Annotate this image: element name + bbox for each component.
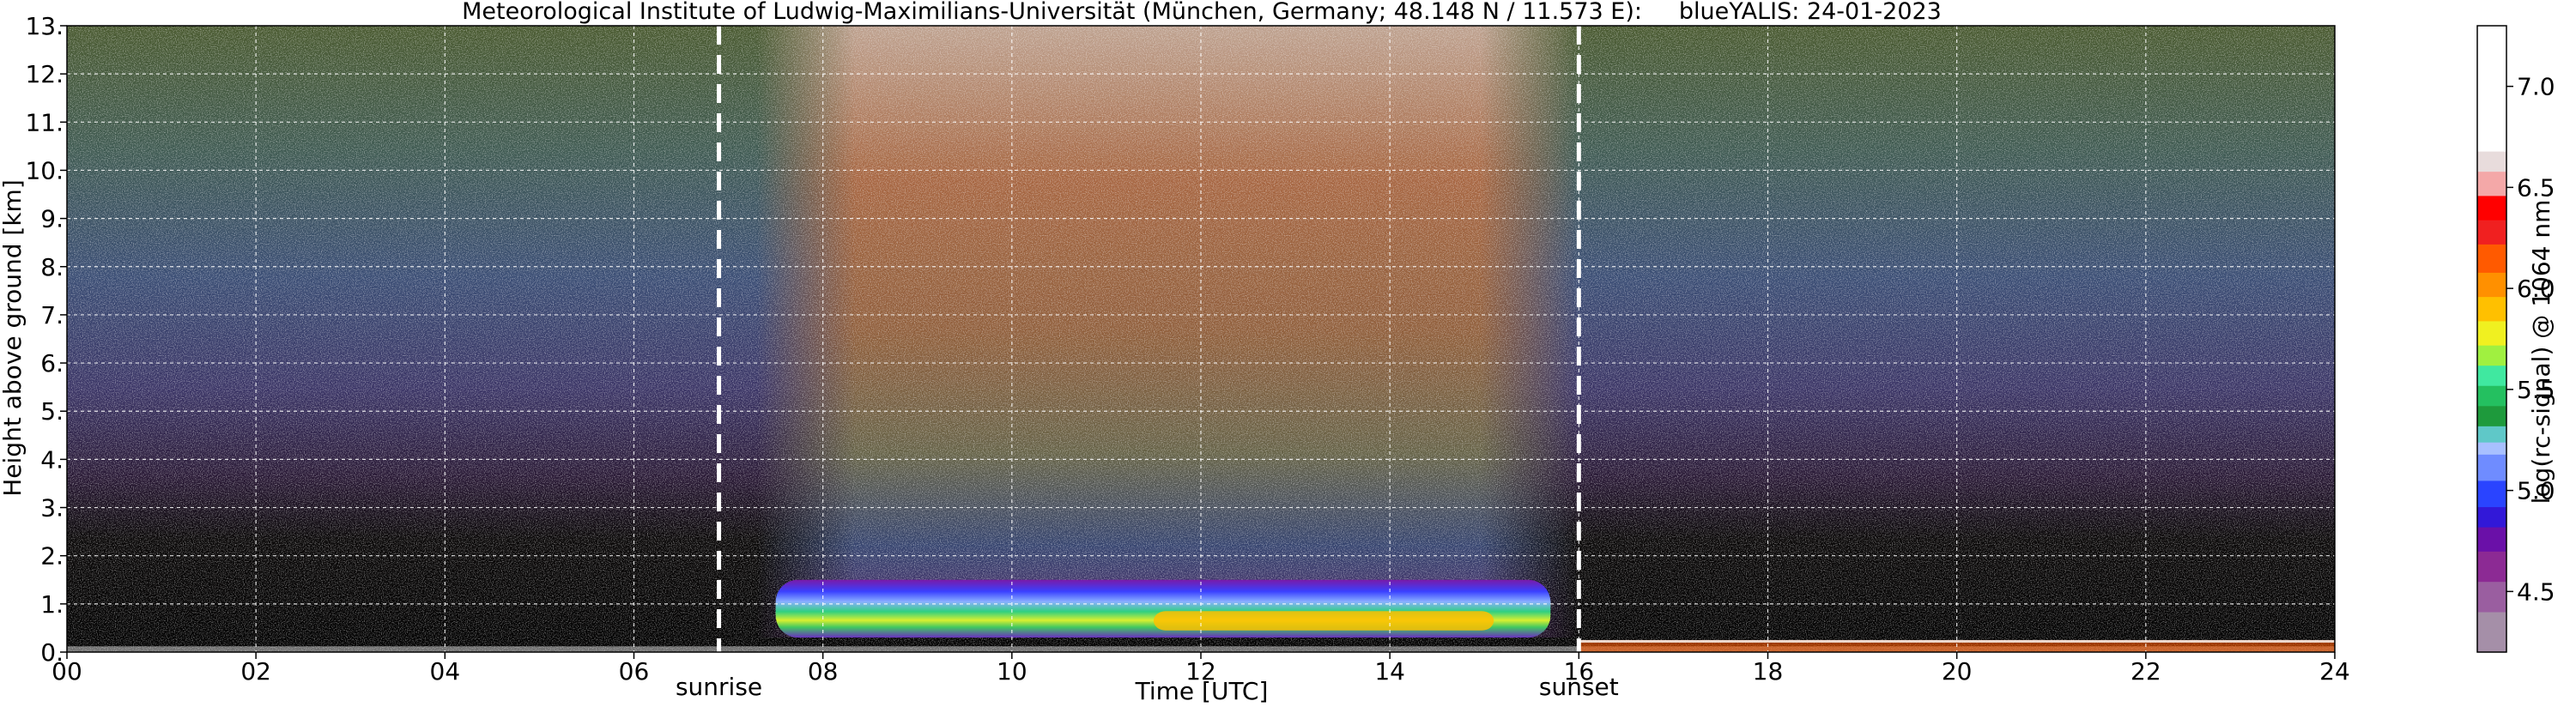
- colorbar-segment: [2477, 171, 2506, 196]
- y-tick-label: 3.: [40, 494, 64, 523]
- y-tick-label: 7.: [40, 301, 64, 329]
- colorbar-segment: [2477, 426, 2506, 443]
- annotation-sunrise: sunrise: [676, 673, 762, 701]
- noise-speckle: [67, 26, 2335, 652]
- y-tick-label: 4.: [40, 445, 64, 474]
- x-tick-label: 06: [619, 657, 650, 686]
- annotation-sunset: sunset: [1539, 673, 1619, 701]
- y-tick-label: 8.: [40, 253, 64, 281]
- colorbar-segment: [2477, 611, 2506, 653]
- y-tick-label: 6.: [40, 349, 64, 378]
- colorbar-segment: [2477, 551, 2506, 583]
- colorbar-tick-label: 6.5: [2517, 173, 2555, 202]
- colorbar-segment: [2477, 244, 2506, 273]
- colorbar-tick-label: 5.5: [2517, 376, 2555, 404]
- colorbar-segments: [2477, 26, 2506, 653]
- y-tick-label: 1.: [40, 590, 64, 619]
- x-tick-label: 00: [52, 657, 82, 686]
- x-tick-label: 10: [997, 657, 1027, 686]
- x-tick-label: 14: [1374, 657, 1405, 686]
- plot-area: [66, 25, 2336, 653]
- colorbar-tick-label: 7.0: [2517, 73, 2555, 101]
- y-tick-label: 9.: [40, 205, 64, 233]
- colorbar-segment: [2477, 581, 2506, 613]
- colorbar-segment: [2477, 320, 2506, 346]
- x-tick-label: 16: [1564, 657, 1595, 686]
- colorbar-frame: [2476, 25, 2507, 653]
- colorbar-segment: [2477, 220, 2506, 245]
- colorbar-segment: [2477, 385, 2506, 407]
- colorbar-segment: [2477, 480, 2506, 508]
- feature-top-night-surface-layer: [1579, 639, 2335, 643]
- x-tick-label: 22: [2131, 657, 2161, 686]
- colorbar-segment: [2477, 272, 2506, 298]
- colorbar-segment: [2477, 151, 2506, 172]
- surface-noise-band: [67, 646, 2335, 652]
- x-axis-label: Time [UTC]: [1135, 677, 1269, 705]
- colorbar-segment: [2477, 26, 2506, 152]
- colorbar-ticks: 4.5 5.0 5.5 6.0 6.5 7.0: [2506, 73, 2555, 606]
- y-tick-label: 10.: [25, 156, 64, 184]
- annotation-lines: [717, 26, 1581, 652]
- colorbar-tick-label: 4.5: [2517, 577, 2555, 606]
- y-tick-label: 13.: [25, 12, 64, 40]
- colorbar-segment: [2477, 442, 2506, 455]
- colorbar-segment: [2477, 405, 2506, 426]
- colorbar-segment: [2477, 195, 2506, 221]
- x-tick-label: 04: [430, 657, 461, 686]
- colorbar-segment: [2477, 527, 2506, 552]
- y-tick-label: 2.: [40, 542, 64, 571]
- colorbar-segment: [2477, 345, 2506, 366]
- x-ticks: 00 02 04 06 08 10 12 14 16 18 20 22 24: [52, 652, 2350, 686]
- y-axis-label: Height above ground [km]: [0, 179, 27, 497]
- x-tick-label: 12: [1185, 657, 1216, 686]
- colorbar-segment: [2477, 506, 2506, 528]
- y-ticks: 0. 1. 2. 3. 4. 5. 6. 7. 8. 9. 10. 11. 12. 13.: [25, 12, 67, 667]
- x-tick-label: 18: [1753, 657, 1784, 686]
- x-tick-label: 02: [240, 657, 271, 686]
- colorbar-segment: [2477, 296, 2506, 322]
- feature-core-daytime-residual-layer: [1153, 611, 1494, 631]
- y-tick-label: 0.: [40, 638, 64, 667]
- colorbar-segment: [2477, 365, 2506, 386]
- y-tick-label: 12.: [25, 60, 64, 88]
- colorbar-label: log(rc-signal) @ 1064 nm: [2527, 200, 2555, 505]
- chart-title: Meteorological Institute of Ludwig-Maxim…: [462, 0, 1942, 25]
- colorbar: 4.5 5.0 5.5 6.0 6.5 7.0 log(rc-signal) @ 1064…: [2476, 25, 2555, 653]
- colorbar-tick-label: 5.0: [2517, 477, 2555, 505]
- annotation-labels: sunrise sunset: [676, 673, 1619, 701]
- y-tick-label: 11.: [25, 108, 64, 136]
- x-tick-label: 08: [808, 657, 839, 686]
- colorbar-segment: [2477, 454, 2506, 481]
- y-tick-label: 5.: [40, 397, 64, 426]
- colorbar-tick-label: 6.0: [2517, 275, 2555, 303]
- x-tick-label: 20: [1942, 657, 1973, 686]
- x-tick-label: 24: [2319, 657, 2350, 686]
- grid: [67, 26, 2335, 652]
